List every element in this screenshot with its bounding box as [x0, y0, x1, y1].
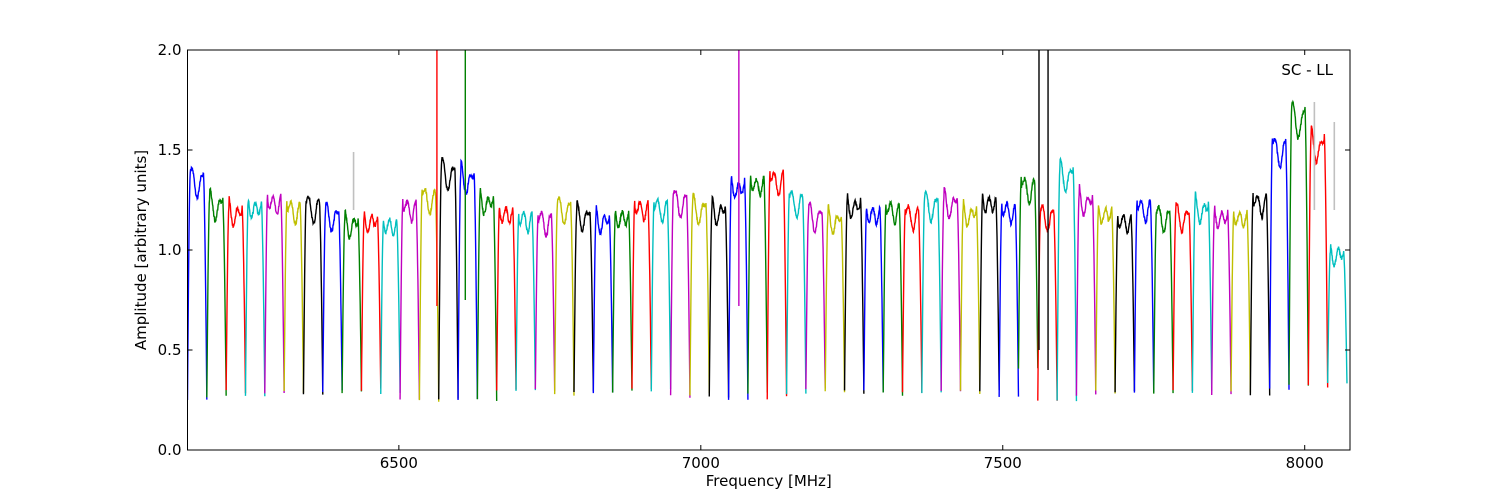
x-axis: 6500 7000 7500 8000 [380, 50, 1324, 472]
spw-series-line [438, 157, 459, 400]
spw-series-line [206, 186, 227, 398]
spw-series-line [1095, 204, 1116, 394]
spw-series-line [708, 194, 730, 398]
spw-series-line [1017, 176, 1039, 369]
spw-series-line [1153, 204, 1174, 394]
spw-series-line [689, 192, 710, 396]
spw-series-line [573, 200, 595, 392]
spw-series-line [843, 193, 865, 394]
spw-series-line [1172, 202, 1194, 391]
spw-series-line [1075, 183, 1097, 396]
spw-series-line [187, 165, 208, 401]
spw-series-line [322, 201, 343, 393]
spw-series-line [495, 205, 517, 391]
spw-series-line [1326, 244, 1348, 384]
spw-series-line [1307, 125, 1329, 388]
spw-series-line [418, 187, 440, 402]
spw-series-line [979, 193, 1000, 392]
spw-series-line [399, 198, 421, 400]
spw-series-line [1056, 156, 1078, 402]
spw-series-line [882, 199, 904, 396]
x-axis-label: Frequency [MHz] [706, 472, 832, 490]
spw-series-line [592, 205, 614, 394]
spw-series-line [1191, 191, 1213, 393]
y-tick-label: 2.0 [158, 41, 182, 59]
spw-series-line [940, 187, 962, 392]
spw-series-line [1133, 198, 1155, 393]
spw-series-line [611, 209, 633, 393]
x-tick-label: 6500 [380, 454, 418, 472]
spw-series-line [553, 195, 575, 396]
x-tick-label: 7000 [682, 454, 720, 472]
spw-series-line [244, 198, 266, 397]
spw-series-line [998, 200, 1020, 397]
spw-series-line [824, 204, 846, 393]
chart-annotation: SC - LL [1281, 61, 1333, 79]
spw-series-line [1114, 214, 1136, 393]
spw-series-line [747, 175, 768, 394]
spw-series-line [341, 208, 363, 394]
y-tick-label: 1.5 [158, 141, 182, 159]
spw-series-line [631, 200, 652, 390]
spw-series-line [264, 193, 285, 394]
spw-series-line [1230, 209, 1252, 393]
spw-series-line [534, 210, 556, 391]
spw-series-line [959, 198, 981, 394]
y-axis-label: Amplitude [arbitrary units] [132, 150, 150, 350]
spw-series-line [1249, 193, 1271, 396]
spw-series-line [360, 211, 382, 391]
y-tick-label: 0.5 [158, 341, 182, 359]
spw-series-line [805, 201, 826, 390]
spw-series-line [785, 189, 807, 395]
spw-series-line [901, 204, 923, 393]
spw-series-line [457, 158, 479, 400]
x-tick-label: 8000 [1286, 454, 1324, 472]
spw-series-line [476, 187, 498, 401]
y-tick-label: 0.0 [158, 441, 182, 459]
spw-series-line [283, 199, 305, 394]
spw-series-line [225, 196, 247, 394]
spw-series-line [921, 189, 942, 394]
y-axis: 0.0 0.5 1.0 1.5 2.0 [158, 41, 1350, 459]
spw-series-line [669, 189, 691, 398]
spw-series-line [650, 196, 672, 392]
series-layer [187, 50, 1348, 402]
spw-series-line [1211, 205, 1232, 396]
spw-series-line [302, 195, 324, 395]
spw-series-line [766, 169, 788, 400]
y-tick-label: 1.0 [158, 241, 182, 259]
spw-series-line [863, 204, 884, 393]
spw-series-line [380, 217, 401, 395]
spw-series-line [1288, 99, 1310, 386]
spw-series-line [1268, 137, 1290, 390]
spw-series-line [515, 210, 537, 391]
x-tick-label: 7500 [984, 454, 1022, 472]
